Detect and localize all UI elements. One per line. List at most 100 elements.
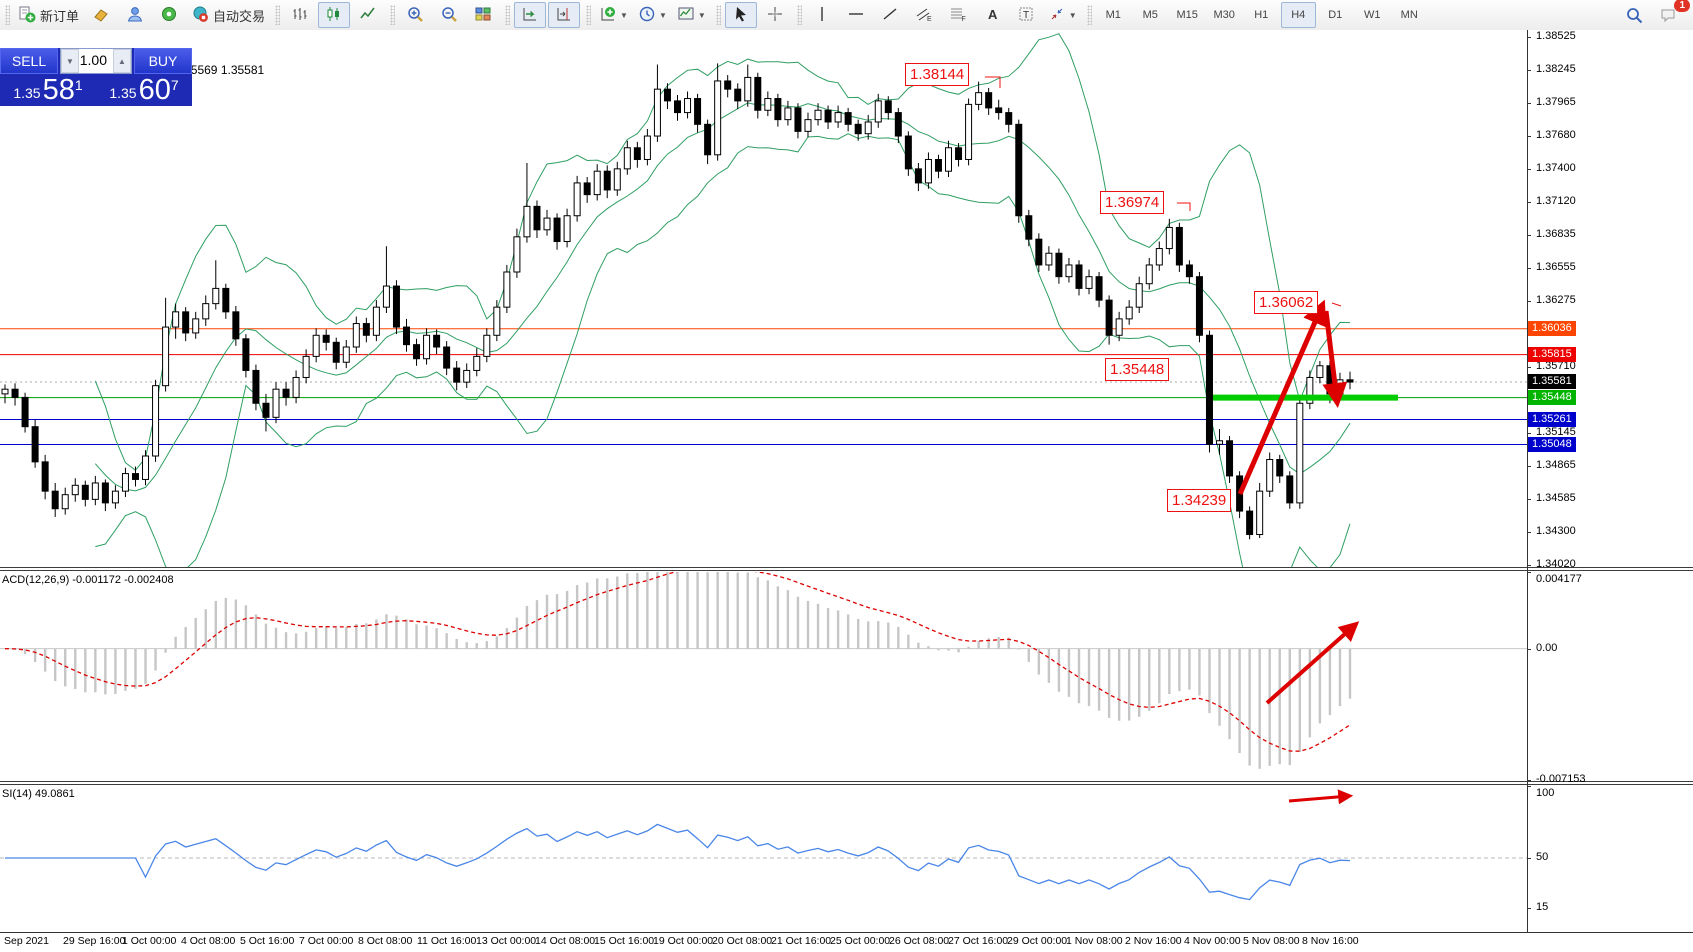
- volume-down-button[interactable]: ▼: [61, 49, 79, 73]
- line-chart-button[interactable]: [352, 2, 384, 28]
- pane-separator-rsi[interactable]: [0, 781, 1693, 785]
- volume-value[interactable]: 1.00: [79, 52, 107, 68]
- price-annotation[interactable]: 1.36062: [1254, 291, 1319, 314]
- profile-button[interactable]: [119, 2, 151, 28]
- time-axis: [0, 932, 1693, 952]
- price-annotation[interactable]: 1.36974: [1100, 191, 1165, 214]
- bollinger-upper: [94, 33, 1351, 471]
- auto-trading-button[interactable]: 自动交易: [187, 2, 269, 28]
- candle: [91, 482, 99, 500]
- time-axis-label: 20 Oct 08:00: [712, 935, 773, 947]
- candle: [212, 287, 220, 305]
- candle: [503, 271, 511, 308]
- vertical-line-button[interactable]: [806, 2, 838, 28]
- candle: [744, 76, 752, 102]
- macd-indicator-label: ACD(12,26,9) -0.001172 -0.002408: [2, 574, 174, 586]
- eraser-button[interactable]: [85, 2, 117, 28]
- candle: [1296, 402, 1304, 504]
- buy-button[interactable]: BUY: [134, 48, 192, 74]
- tf-mn-button[interactable]: MN: [1400, 9, 1418, 21]
- candle: [392, 285, 400, 328]
- price-tick-label: 1.36555: [1536, 260, 1576, 273]
- signal-button[interactable]: [153, 2, 185, 28]
- price-annotation[interactable]: 1.35448: [1105, 358, 1170, 381]
- pane-separator-macd[interactable]: [0, 567, 1693, 571]
- candle: [814, 109, 822, 121]
- candle: [1015, 123, 1023, 217]
- price-annotation[interactable]: 1.38144: [905, 63, 970, 86]
- sell-price[interactable]: 1.35 58 1: [0, 74, 96, 106]
- tf-m15-button[interactable]: M15: [1176, 9, 1198, 21]
- buy-price-main: 60: [138, 74, 171, 106]
- candle: [1045, 252, 1053, 266]
- tile-windows-button[interactable]: [467, 2, 499, 28]
- fibonacci-button[interactable]: F: [942, 2, 974, 28]
- candle: [111, 490, 119, 504]
- candle: [523, 205, 531, 238]
- buy-price[interactable]: 1.35 60 7: [96, 74, 192, 106]
- candle: [131, 473, 139, 480]
- profile-icon: [126, 5, 144, 26]
- rsi-tick-mark: [1527, 786, 1531, 787]
- text-label-icon: T: [1017, 5, 1035, 26]
- time-axis-label: 26 Oct 08:00: [889, 935, 950, 947]
- volume-stepper[interactable]: ▼ 1.00 ▲: [60, 48, 132, 74]
- zoom-in-button[interactable]: [399, 2, 431, 28]
- tf-m30-button[interactable]: M30: [1213, 9, 1235, 21]
- rsi-tick-label: 15: [1536, 901, 1549, 914]
- cursor-icon: [732, 5, 750, 26]
- candle: [1165, 226, 1173, 250]
- horizontal-line-button[interactable]: [840, 2, 872, 28]
- tile-windows-icon: [474, 5, 492, 26]
- search-button[interactable]: [1618, 3, 1650, 29]
- trend-arrows[interactable]: [985, 76, 1360, 805]
- candle: [433, 334, 441, 348]
- tf-h4-button[interactable]: H4: [1280, 2, 1316, 28]
- bar-chart-button[interactable]: [284, 2, 316, 28]
- auto-scroll-button[interactable]: [514, 2, 547, 28]
- crosshair-button[interactable]: [759, 2, 791, 28]
- rsi-pane-content: [0, 823, 1527, 901]
- text-label-button[interactable]: T: [1010, 2, 1042, 28]
- text-button[interactable]: A: [976, 2, 1008, 28]
- candle: [1286, 475, 1294, 504]
- candle: [1195, 276, 1203, 336]
- tf-w1-button[interactable]: W1: [1363, 9, 1381, 21]
- trendline-button[interactable]: [874, 2, 906, 28]
- candle: [1095, 276, 1103, 301]
- candle: [172, 311, 180, 328]
- candle: [633, 147, 641, 160]
- periods-button[interactable]: ▼: [634, 2, 671, 28]
- volume-up-button[interactable]: ▲: [113, 49, 131, 73]
- sell-button[interactable]: SELL: [0, 48, 58, 74]
- tf-m5-button[interactable]: M5: [1142, 9, 1158, 21]
- candle: [674, 100, 681, 114]
- candle-chart-button[interactable]: [318, 2, 351, 28]
- tf-m1-button[interactable]: M1: [1105, 9, 1121, 21]
- buy-price-prefix: 1.35: [109, 85, 137, 101]
- candle: [1175, 226, 1183, 266]
- tf-d1-button[interactable]: D1: [1328, 9, 1343, 21]
- macd-signal-line: [4, 572, 1351, 752]
- new-order-button[interactable]: 新订单: [14, 2, 83, 28]
- arrows-button[interactable]: ▼: [1044, 2, 1081, 28]
- tf-h1-button[interactable]: H1: [1254, 9, 1269, 21]
- indicators-icon: [599, 5, 617, 26]
- chart-shift-button[interactable]: [548, 2, 581, 28]
- candle: [784, 107, 792, 121]
- indicators-button[interactable]: ▼: [595, 2, 632, 28]
- candle: [844, 112, 852, 125]
- zoom-out-button[interactable]: [433, 2, 465, 28]
- chart-workspace[interactable]: GBPUSD-,H4 1.35606 1.35670 1.35569 1.355…: [0, 30, 1693, 951]
- periods-icon: [638, 5, 656, 26]
- price-annotation[interactable]: 1.34239: [1167, 489, 1232, 512]
- time-axis-label: 29 Sep 16:00: [63, 935, 126, 947]
- toolbar-grip: [390, 5, 396, 25]
- candle: [573, 182, 581, 217]
- equidistant-channel-button[interactable]: E: [908, 2, 940, 28]
- cursor-button[interactable]: [724, 2, 757, 28]
- chart-canvas[interactable]: [0, 30, 1693, 951]
- chat-button[interactable]: 1: [1652, 0, 1690, 29]
- templates-button[interactable]: ▼: [673, 2, 710, 28]
- notification-badge: 1: [1674, 0, 1690, 12]
